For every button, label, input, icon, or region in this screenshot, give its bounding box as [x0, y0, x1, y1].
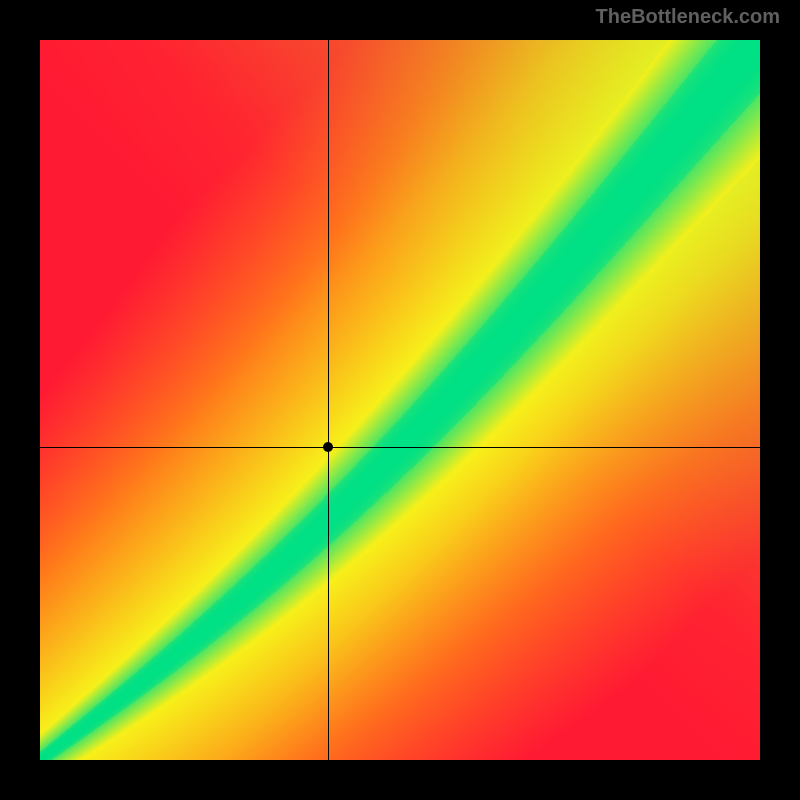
watermark-text: TheBottleneck.com [596, 6, 780, 29]
marker-dot [323, 442, 333, 452]
crosshair-horizontal [40, 447, 760, 448]
bottleneck-heatmap [40, 40, 760, 760]
heatmap-canvas [40, 40, 760, 760]
crosshair-vertical [328, 40, 329, 760]
